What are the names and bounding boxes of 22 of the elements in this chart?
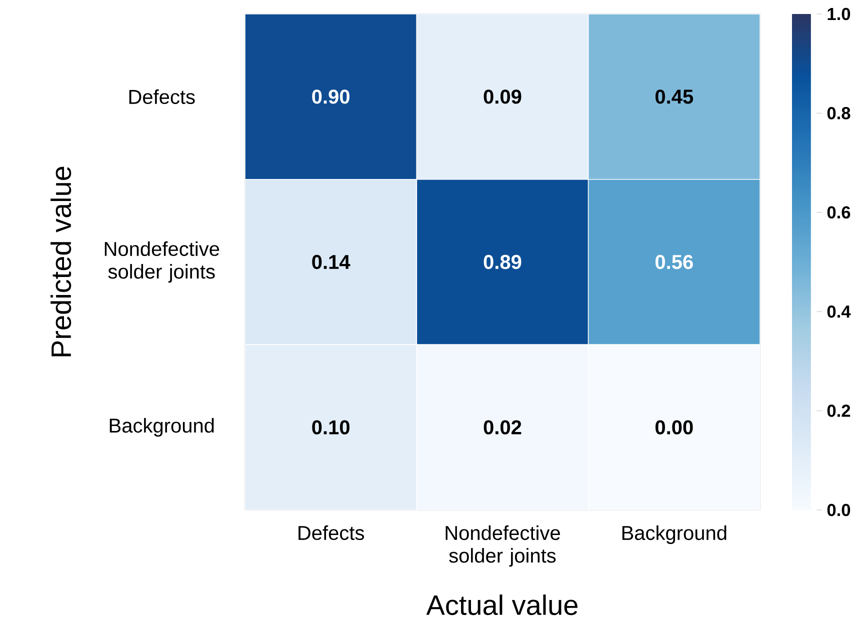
data-label: 0.45 bbox=[656, 90, 694, 104]
x-tick-label: Nondefective solder joints bbox=[446, 525, 560, 567]
data-label: 0.56 bbox=[656, 254, 693, 270]
y-axis-title: Predicted value bbox=[50, 166, 72, 356]
color-bar-label: 0.4 bbox=[827, 305, 851, 318]
color-bar-label: 0.6 bbox=[827, 206, 850, 219]
data-label: 0.89 bbox=[484, 254, 522, 270]
color-bar-label: 0.0 bbox=[827, 504, 850, 516]
y-tick-label: Defects bbox=[129, 89, 195, 104]
data-label: 0.10 bbox=[312, 420, 350, 434]
data-label: 0.02 bbox=[484, 420, 522, 434]
color-bar-label: 0.8 bbox=[827, 107, 850, 120]
y-tick-label: Background bbox=[110, 418, 214, 437]
color-bar-label: 1.0 bbox=[828, 8, 850, 20]
y-tick-label: Nondefective solder joints bbox=[104, 241, 220, 283]
x-tick-label: Defects bbox=[298, 525, 364, 540]
color-bar-label: 0.2 bbox=[827, 404, 850, 417]
data-label: 0.09 bbox=[484, 90, 522, 104]
x-tick-label: Background bbox=[622, 525, 726, 544]
x-axis-title: Actual value bbox=[426, 594, 578, 616]
data-label: 0.90 bbox=[312, 90, 350, 104]
data-label: 0.00 bbox=[656, 420, 693, 434]
